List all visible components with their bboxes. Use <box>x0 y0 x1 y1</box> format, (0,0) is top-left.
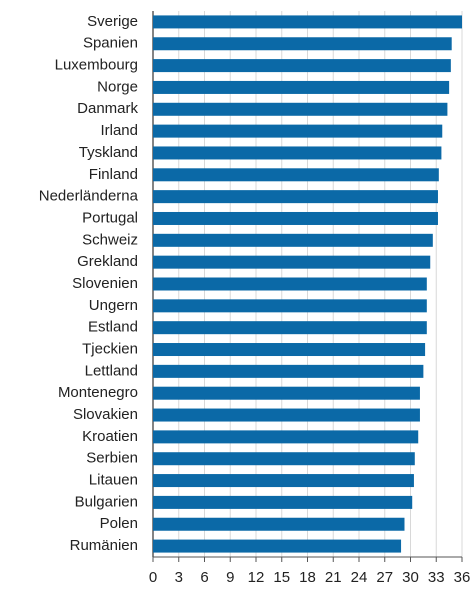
y-tick-label: Estland <box>88 319 138 336</box>
y-tick-label: Sverige <box>87 13 138 30</box>
x-tick-label: 3 <box>175 569 183 586</box>
bar <box>153 386 420 400</box>
x-tick-label: 21 <box>325 569 342 586</box>
bar <box>153 321 427 335</box>
bar <box>153 37 452 51</box>
bar <box>153 343 426 357</box>
y-tick-label: Polen <box>100 515 138 532</box>
x-tick-label: 30 <box>402 569 419 586</box>
x-tick-label: 24 <box>351 569 368 586</box>
bar <box>153 474 414 488</box>
bar <box>153 102 448 116</box>
bar <box>153 80 450 94</box>
bar <box>153 517 405 531</box>
bar <box>153 299 427 313</box>
bar <box>153 495 413 509</box>
bar <box>153 430 419 444</box>
y-tick-label: Nederländerna <box>39 188 139 205</box>
bar <box>153 124 443 138</box>
bar <box>153 146 442 160</box>
y-tick-label: Finland <box>89 166 138 183</box>
y-tick-label: Kroatien <box>82 428 138 445</box>
bar <box>153 190 438 204</box>
y-tick-label: Grekland <box>77 253 138 270</box>
y-tick-label: Tjeckien <box>82 340 138 357</box>
y-tick-label: Tyskland <box>79 144 138 161</box>
x-tick-label: 18 <box>299 569 316 586</box>
y-tick-label: Bulgarien <box>75 493 138 510</box>
y-tick-label: Spanien <box>83 35 138 52</box>
bar <box>153 255 431 269</box>
bar <box>153 452 415 466</box>
bar <box>153 15 462 29</box>
x-tick-label: 27 <box>376 569 393 586</box>
y-tick-label: Litauen <box>89 472 138 489</box>
bar <box>153 364 424 378</box>
y-tick-label: Rumänien <box>70 537 138 554</box>
y-tick-label: Montenegro <box>58 384 138 401</box>
bar <box>153 277 427 291</box>
y-tick-label: Serbien <box>86 450 138 467</box>
x-tick-label: 15 <box>273 569 290 586</box>
x-tick-label: 9 <box>226 569 234 586</box>
bar <box>153 539 402 553</box>
y-tick-label: Danmark <box>77 100 138 117</box>
y-tick-label: Lettland <box>85 362 138 379</box>
y-tick-label: Slovakien <box>73 406 138 423</box>
x-tick-label: 36 <box>454 569 471 586</box>
y-tick-label: Luxembourg <box>55 57 138 74</box>
y-tick-label: Slovenien <box>72 275 138 292</box>
y-tick-label: Schweiz <box>82 231 138 248</box>
y-tick-label: Norge <box>97 78 138 95</box>
x-tick-label: 6 <box>200 569 208 586</box>
y-tick-label: Ungern <box>89 297 138 314</box>
y-tick-label: Portugal <box>82 209 138 226</box>
y-tick-label: Irland <box>100 122 138 139</box>
bar <box>153 59 451 73</box>
bar <box>153 408 420 422</box>
x-tick-label: 33 <box>428 569 445 586</box>
x-tick-label: 12 <box>248 569 265 586</box>
bar <box>153 211 438 225</box>
x-tick-label: 0 <box>149 569 157 586</box>
bar <box>153 233 433 247</box>
bar <box>153 168 439 182</box>
